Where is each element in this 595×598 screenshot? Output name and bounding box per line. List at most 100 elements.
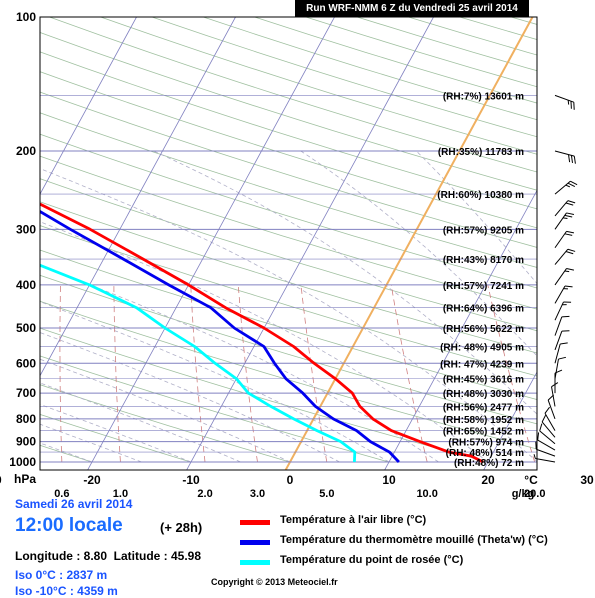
forecast-time: 12:00 locale <box>15 515 123 537</box>
wind-barb <box>555 247 575 269</box>
pressure-tick-label: 400 <box>16 278 36 292</box>
level-rh-altitude-label: (RH:48%) 3030 m <box>443 389 524 400</box>
level-rh-altitude-label: (RH:56%) 5622 m <box>443 324 524 335</box>
temperature-tick-label: -30 <box>0 473 2 487</box>
level-rh-altitude-label: (RH:57%) 9205 m <box>443 225 524 236</box>
copyright-notice: Copyright © 2013 Meteociel.fr <box>211 577 338 587</box>
wind-barb <box>555 356 566 380</box>
wind-barb-staff <box>555 181 570 194</box>
chart-title: Run WRF-NMM 6 Z du Vendredi 25 avril 201… <box>295 0 529 17</box>
wind-barb-staff <box>555 95 574 102</box>
legend-label-wetbulb: Température du thermomètre mouillé (Thet… <box>280 534 548 546</box>
wind-barb <box>547 395 561 419</box>
mixing-ratio-label: 2.0 <box>197 488 212 500</box>
temperature-tick-label: 10 <box>382 473 396 487</box>
wind-barb-flag <box>573 156 578 164</box>
temperature-tick-label: -20 <box>83 473 101 487</box>
dry-adiabat <box>0 17 92 462</box>
mixing-ratio-label: 3.0 <box>250 488 265 500</box>
mixing-ratio-line <box>191 285 205 462</box>
level-rh-altitude-label: (RH:65%) 1452 m <box>443 427 524 438</box>
mixing-ratio-label: 5.0 <box>319 488 334 500</box>
x-axis-unit: °C <box>524 473 538 487</box>
level-rh-altitude-label: (RH:64%) 6396 m <box>443 304 524 315</box>
wind-barb-flag <box>562 328 570 333</box>
mixing-ratio-line <box>391 285 427 462</box>
level-rh-altitude-label: (RH: 47%) 4239 m <box>440 359 524 370</box>
level-rh-altitude-label: (RH:48%) 72 m <box>454 458 524 469</box>
location-coordinates: Longitude : 8.80 Latitude : 45.98 <box>15 549 201 563</box>
level-rh-altitude-label: (RH:43%) 8170 m <box>443 255 524 266</box>
temperature-tick-label: -10 <box>182 473 200 487</box>
wind-barb-flag <box>570 155 575 163</box>
legend-label-temperature: Température à l'air libre (°C) <box>280 514 426 526</box>
wind-barb-staff <box>540 431 555 444</box>
pressure-tick-label: 600 <box>16 356 36 370</box>
wind-barb <box>555 229 574 252</box>
forecast-date: Samedi 26 avril 2014 <box>15 497 132 511</box>
chart-labels: 1000900800700600500400300200100-40-30-20… <box>0 10 595 500</box>
wind-barb <box>553 151 577 164</box>
wind-barb <box>555 328 569 352</box>
wind-barb <box>537 424 559 444</box>
mixing-ratio-unit: g/kg <box>512 488 535 500</box>
pressure-tick-label: 700 <box>16 386 36 400</box>
mixing-ratio-line <box>114 285 121 462</box>
temperature-tick-label: 30 <box>580 473 594 487</box>
wind-barb-staff <box>555 302 563 320</box>
legend-swatch-dewpoint <box>240 560 270 565</box>
level-rh-altitude-label: (RH:57%) 7241 m <box>443 281 524 292</box>
dry-adiabat <box>0 17 290 462</box>
wind-barb-flag <box>571 102 576 110</box>
level-rh-altitude-label: (RH:7%) 13601 m <box>443 91 524 102</box>
wind-barb <box>555 210 574 233</box>
wind-barb <box>555 266 574 289</box>
forecast-offset: (+ 28h) <box>160 520 202 535</box>
wind-barbs <box>533 95 577 462</box>
wind-barb-flag <box>562 314 570 319</box>
isotherm <box>186 17 434 471</box>
temperature-tick-label: 0 <box>287 473 294 487</box>
pressure-tick-label: 100 <box>16 10 36 24</box>
level-rh-altitude-label: (RH:56%) 2477 m <box>443 402 524 413</box>
wind-barb-flag <box>567 155 572 163</box>
wind-barb-flag <box>544 407 552 413</box>
wind-barb-flag <box>558 356 565 360</box>
wind-barb-staff <box>535 459 555 462</box>
wind-barb-staff <box>555 151 574 156</box>
mixing-ratio-line <box>60 285 62 462</box>
pressure-tick-label: 900 <box>16 435 36 449</box>
temperature-tick-label: 20 <box>481 473 495 487</box>
mixing-ratio-label: 10.0 <box>416 488 437 500</box>
wind-barb-flag <box>560 341 568 346</box>
level-rh-altitude-label: (RH: 48%) 4905 m <box>440 342 524 353</box>
level-rh-altitude-label: (RH:35%) 11783 m <box>438 147 524 158</box>
dry-adiabat <box>203 17 595 462</box>
mixing-ratio-line <box>590 285 595 462</box>
pressure-tick-label: 300 <box>16 222 36 236</box>
dry-adiabat <box>152 17 595 462</box>
legend-label-dewpoint: Température du point de rosée (°C) <box>280 554 463 566</box>
level-rh-altitude-label: (RH:45%) 3616 m <box>443 375 524 386</box>
legend-swatch-wetbulb <box>240 540 270 545</box>
moist-adiabat <box>0 151 439 462</box>
wind-barb <box>555 283 573 306</box>
level-rh-altitude-label: (RH:58%) 1952 m <box>443 415 524 426</box>
y-axis-unit: hPa <box>14 472 36 486</box>
level-rh-altitude-label: (RH:60%) 10380 m <box>437 190 524 201</box>
wind-barb-flag <box>537 424 544 431</box>
isotherm <box>0 17 38 471</box>
wind-barb <box>555 179 577 199</box>
level-rh-altitude-label: (RH:57%) 974 m <box>448 438 524 449</box>
wind-barb <box>535 432 558 450</box>
pressure-tick-label: 800 <box>16 412 36 426</box>
wind-barb-flag <box>563 299 571 305</box>
legend-swatch-temperature <box>240 520 270 525</box>
wind-barb <box>553 95 577 109</box>
pressure-tick-label: 500 <box>16 321 36 335</box>
wind-barb <box>555 299 571 323</box>
pressure-tick-label: 200 <box>16 144 36 158</box>
pressure-tick-label: 1000 <box>9 455 36 469</box>
wind-barb <box>551 383 562 407</box>
wind-barb-flag <box>535 432 541 440</box>
